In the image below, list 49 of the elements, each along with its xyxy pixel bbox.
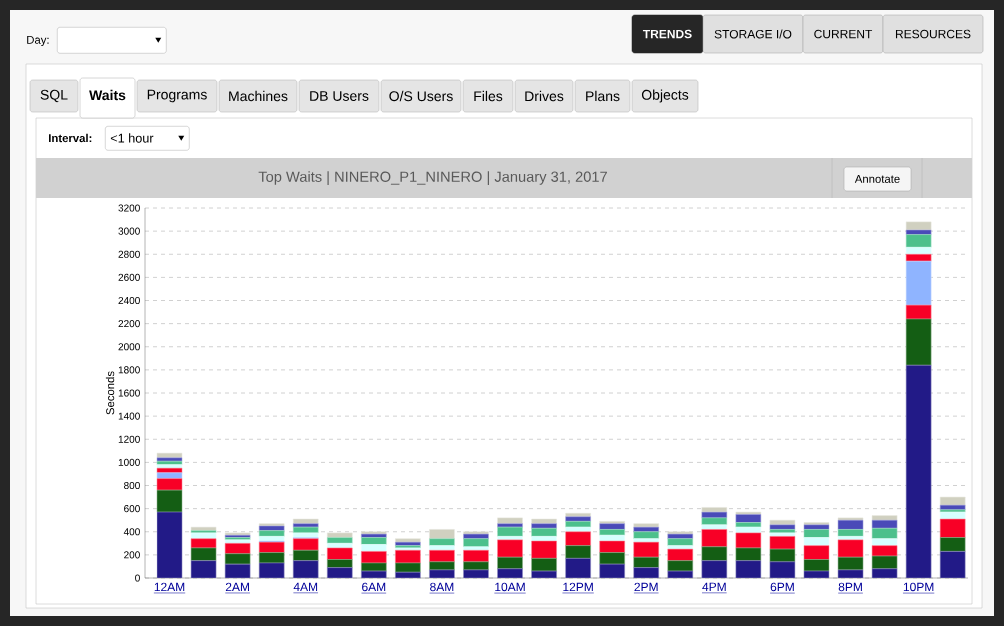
x-tick-label: 2AM xyxy=(225,582,249,592)
text: <1 hour xyxy=(110,133,154,143)
y-tick-label: 1400 xyxy=(118,412,140,420)
text: Day: xyxy=(27,35,49,47)
x-tick-label: 12AM xyxy=(154,582,185,592)
text: Waits xyxy=(89,89,126,101)
text: DB Users xyxy=(310,91,369,101)
y-tick-label: 800 xyxy=(124,481,140,490)
text: RESOURCES xyxy=(895,29,971,39)
x-tick-label: 12PM xyxy=(563,582,593,592)
x-tick-label: 6PM xyxy=(770,582,794,592)
text: STORAGE I/O xyxy=(714,29,792,39)
text: Interval: xyxy=(49,133,92,143)
text: Files xyxy=(474,90,503,102)
y-tick-label: 200 xyxy=(124,551,140,559)
text: Annotate xyxy=(854,175,900,183)
y-axis-title: Seconds xyxy=(105,371,115,415)
x-tick-label: 4AM xyxy=(293,582,318,591)
y-tick-label: 2800 xyxy=(118,250,140,258)
x-tick-label: 10PM xyxy=(903,582,934,592)
text: TRENDS xyxy=(642,29,692,39)
text: Drives xyxy=(525,90,564,102)
text: CURRENT xyxy=(814,29,873,39)
text: Objects xyxy=(641,89,689,103)
text: Plans xyxy=(586,90,620,102)
y-tick-label: 0 xyxy=(135,574,140,582)
x-tick-label: 8PM xyxy=(838,582,862,592)
text: Programs xyxy=(147,89,207,103)
y-tick-label: 1600 xyxy=(118,389,140,397)
y-tick-label: 2400 xyxy=(118,296,140,305)
y-tick-label: 1800 xyxy=(118,366,140,374)
x-tick-label: 4PM xyxy=(702,582,726,591)
x-tick-label: 8AM xyxy=(430,582,454,592)
text: O/S Users xyxy=(389,90,453,102)
text: Machines xyxy=(229,90,288,102)
x-tick-label: 2PM xyxy=(634,582,658,592)
y-tick-label: 1000 xyxy=(118,458,140,466)
y-tick-label: 2200 xyxy=(118,320,140,328)
y-tick-label: 1200 xyxy=(118,435,140,443)
y-tick-label: 2600 xyxy=(118,273,140,281)
y-tick-label: 400 xyxy=(123,528,140,536)
y-tick-label: 600 xyxy=(124,505,140,513)
text: SQL xyxy=(40,89,68,103)
x-tick-label: 10AM xyxy=(495,582,525,592)
x-tick-label: 6AM xyxy=(362,582,386,592)
chart-title: Top Waits | NINERO_P1_NINERO | January 31, 2017 xyxy=(258,171,607,185)
y-tick-label: 2000 xyxy=(118,343,140,351)
y-tick-label: 3200 xyxy=(118,204,140,212)
y-tick-label: 3000 xyxy=(118,227,140,235)
